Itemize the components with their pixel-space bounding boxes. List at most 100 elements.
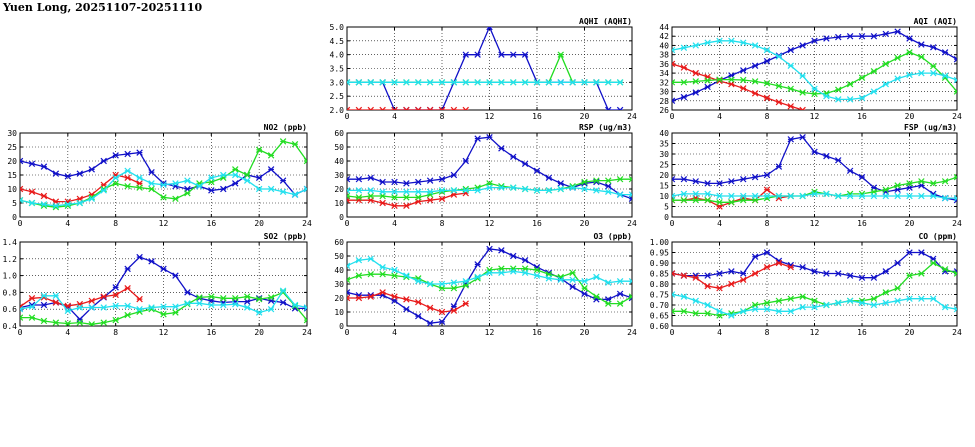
co-xtick-label: 4 <box>717 328 722 337</box>
aqi-point-cyan <box>941 72 949 80</box>
fsp-ytick-label: 25 <box>659 161 669 170</box>
no2-series-red <box>20 171 143 205</box>
o3-point-blue <box>521 256 529 264</box>
aqi-point-cyan <box>930 69 937 77</box>
aqi-ytick-label: 42 <box>659 32 669 41</box>
so2-point-cyan <box>172 303 179 310</box>
fsp-point-green <box>941 178 949 185</box>
so2-point-cyan <box>243 304 251 311</box>
co-point-cyan <box>728 312 735 319</box>
aqi-point-cyan <box>672 46 676 54</box>
no2-point-cyan <box>172 180 179 187</box>
aqi-point-green <box>906 49 913 56</box>
co-point-blue <box>894 259 901 267</box>
o3-point-green <box>628 293 632 300</box>
o3-grid <box>347 242 632 326</box>
co-grid <box>672 242 957 326</box>
no2-xtick-label: 0 <box>18 219 23 228</box>
aqhi-point-red <box>462 106 469 110</box>
co-point-cyan <box>672 291 676 298</box>
fsp-point-cyan <box>704 190 711 198</box>
o3-point-red <box>355 294 363 302</box>
rsp-xtick-label: 8 <box>440 219 445 228</box>
rsp-xtick-label: 0 <box>345 219 350 228</box>
fsp-point-cyan <box>799 192 806 200</box>
so2-point-cyan <box>64 307 72 315</box>
rsp-point-green <box>581 178 588 186</box>
no2-point-cyan <box>208 174 215 182</box>
no2-xtick-label: 16 <box>207 219 217 228</box>
so2-point-cyan <box>303 304 307 311</box>
co-point-green <box>953 270 957 277</box>
rsp-point-green <box>391 194 398 201</box>
so2-point-green <box>100 319 107 326</box>
aqi-series-cyan <box>672 37 957 103</box>
co-ytick-label: 0.60 <box>650 322 669 331</box>
aqi-point-red <box>787 103 794 110</box>
so2-point-red <box>88 297 95 305</box>
rsp-point-blue <box>415 178 422 186</box>
so2-point-cyan <box>267 305 275 313</box>
no2-point-cyan <box>196 182 203 190</box>
o3-ytick-label: 40 <box>334 266 344 275</box>
co-point-red <box>763 263 771 271</box>
co-point-cyan <box>846 297 854 305</box>
no2-ytick-label: 25 <box>7 143 17 152</box>
fsp-point-cyan <box>716 192 723 200</box>
so2-point-green <box>160 311 167 318</box>
aqi-point-cyan <box>716 37 723 45</box>
no2-point-cyan <box>124 167 131 175</box>
co-point-cyan <box>858 299 866 307</box>
aqhi-ytick-label: 3.5 <box>330 65 345 74</box>
o3-point-cyan <box>486 269 493 277</box>
fsp-ytick-label: 20 <box>659 171 669 180</box>
fsp-point-cyan <box>894 192 901 200</box>
aqhi-point-cyan <box>581 79 588 86</box>
aqhi-point-cyan <box>605 79 612 86</box>
aqi-point-green <box>692 78 699 85</box>
so2-point-green <box>52 319 60 326</box>
o3-point-green <box>391 272 398 279</box>
aqi-point-blue <box>672 97 676 105</box>
aqi-point-red <box>740 85 747 92</box>
aqi-point-green <box>704 77 711 84</box>
rsp-xtick-label: 24 <box>627 219 637 228</box>
aqi-ytick-label: 40 <box>659 41 669 50</box>
aqi-grid <box>672 27 957 110</box>
rsp-point-cyan <box>605 188 612 196</box>
o3-xtick-label: 20 <box>580 328 590 337</box>
fsp-point-cyan <box>906 192 913 200</box>
rsp-point-blue <box>450 171 458 179</box>
co-series-green <box>672 259 957 319</box>
aqhi-point-blue <box>474 51 481 58</box>
no2-point-blue <box>267 166 275 173</box>
aqhi-point-blue <box>462 51 469 58</box>
so2-point-blue <box>136 253 143 261</box>
so2-xtick-label: 12 <box>159 328 169 337</box>
aqi-point-green <box>835 86 842 93</box>
no2-point-cyan <box>184 177 191 184</box>
aqhi-point-red <box>426 106 434 110</box>
o3-point-blue <box>569 283 576 291</box>
rsp-point-red <box>391 202 398 210</box>
aqi-point-blue <box>906 35 913 42</box>
aqhi-line-blue <box>347 27 621 110</box>
rsp-point-green <box>605 177 612 184</box>
fsp-point-cyan <box>858 192 866 200</box>
so2-point-red <box>100 293 107 300</box>
aqi-point-green <box>846 80 854 88</box>
fsp-point-blue <box>787 136 794 143</box>
so2-xtick-label: 20 <box>254 328 264 337</box>
o3-point-green <box>533 266 541 274</box>
aqi-point-cyan <box>799 72 806 80</box>
co-point-blue <box>799 263 806 271</box>
o3-point-blue <box>533 263 541 271</box>
o3-point-blue <box>581 290 588 298</box>
co-point-green <box>680 308 688 315</box>
so2-point-cyan <box>40 292 48 299</box>
aqi-point-cyan <box>870 88 878 95</box>
aqi-title: AQI (AQI) <box>914 17 957 26</box>
o3-point-cyan <box>498 269 505 277</box>
o3-point-cyan <box>379 263 386 271</box>
